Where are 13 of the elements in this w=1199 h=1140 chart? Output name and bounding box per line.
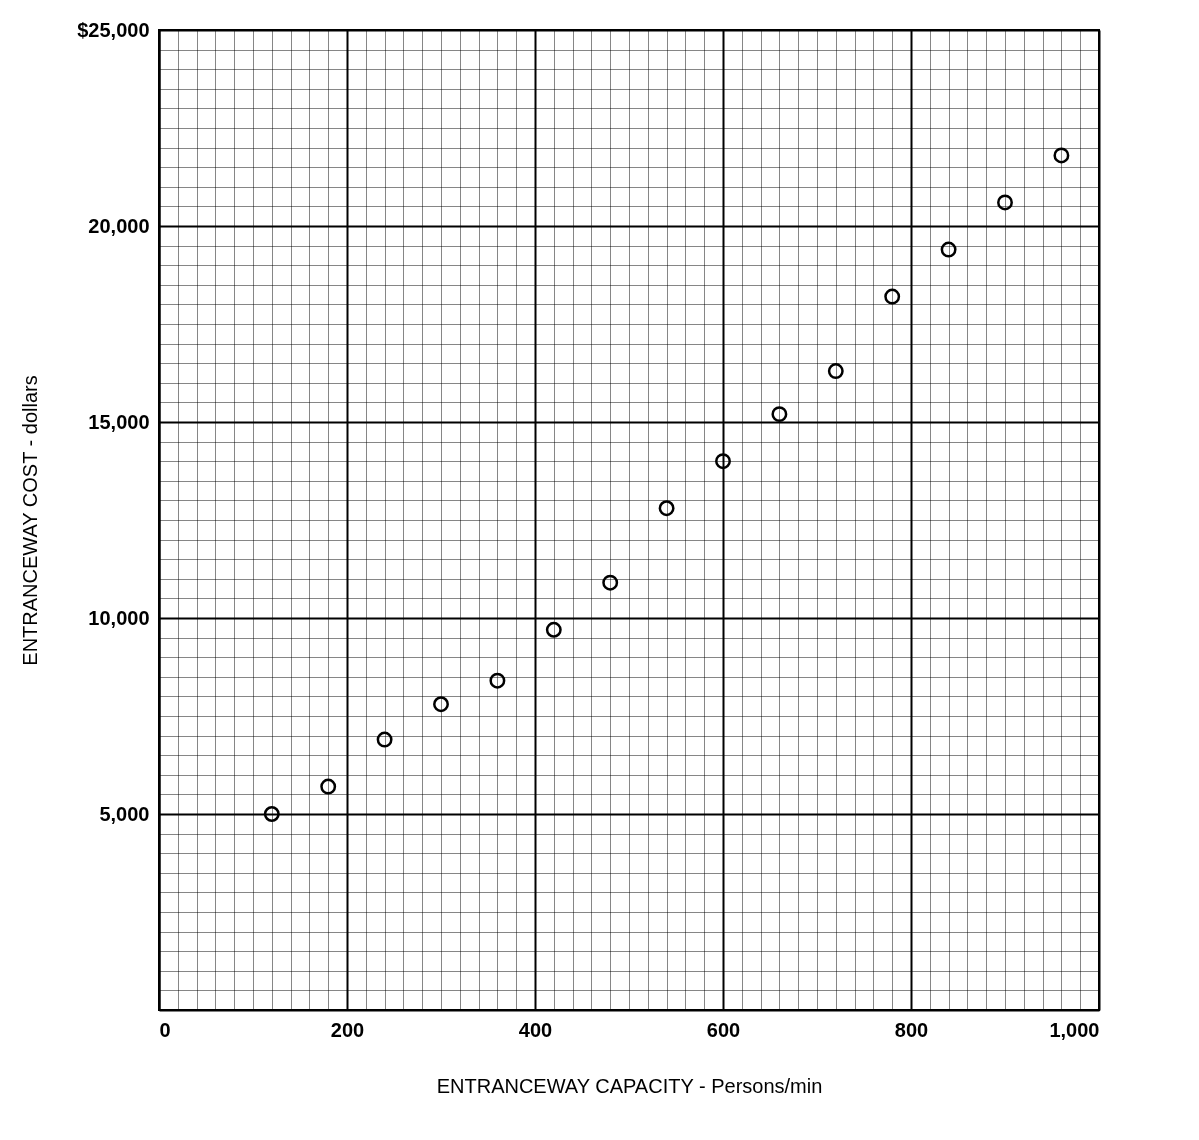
y-tick-label: 5,000 bbox=[99, 802, 150, 825]
x-tick-label: 800 bbox=[894, 1018, 929, 1041]
y-tick-label: 20,000 bbox=[88, 214, 150, 237]
y-axis-title: ENTRANCEWAY COST - dollars bbox=[19, 375, 42, 666]
y-tick-label: $25,000 bbox=[77, 18, 150, 41]
x-tick-label: 600 bbox=[706, 1018, 741, 1041]
y-tick-label: 10,000 bbox=[88, 606, 150, 629]
x-axis-title: ENTRANCEWAY CAPACITY - Persons/min bbox=[436, 1074, 823, 1097]
x-tick-label: 400 bbox=[518, 1018, 553, 1041]
x-tick-label: 1,000 bbox=[1049, 1018, 1100, 1041]
x-tick-label: 200 bbox=[330, 1018, 365, 1041]
x-tick-label: 0 bbox=[159, 1018, 171, 1041]
y-tick-label: 15,000 bbox=[88, 410, 150, 433]
